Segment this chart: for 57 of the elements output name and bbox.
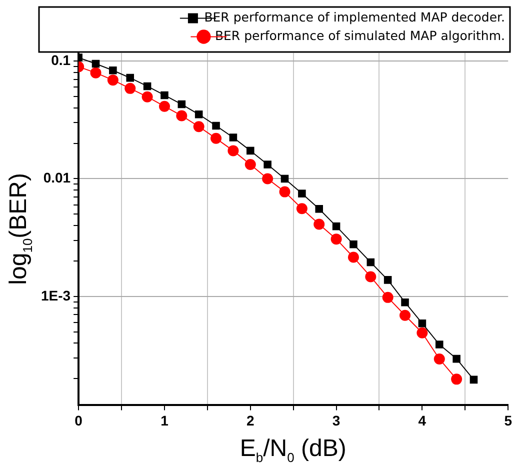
point xyxy=(382,292,394,303)
x-axis-title: E$_{b}$/N$_{0}$ (dB) xyxy=(240,435,346,463)
point xyxy=(366,258,375,266)
point xyxy=(109,66,117,74)
point xyxy=(160,91,168,100)
y-tick-label: 1E-3 xyxy=(40,287,71,304)
point xyxy=(280,174,289,183)
point xyxy=(176,110,188,122)
point xyxy=(435,340,444,348)
point xyxy=(350,240,358,248)
point xyxy=(264,160,272,168)
point xyxy=(401,298,409,306)
point xyxy=(348,252,359,263)
legend-label: BER performance of implemented MAP decoder. xyxy=(204,10,506,24)
point xyxy=(434,353,445,364)
point xyxy=(470,376,478,384)
point xyxy=(298,190,306,198)
legend-label: BER performance of simulated MAP algorithm. xyxy=(214,28,505,43)
point xyxy=(279,186,290,198)
point xyxy=(365,271,376,282)
point xyxy=(332,222,340,230)
x-tick-label: 2 xyxy=(246,412,254,428)
point xyxy=(126,74,134,82)
y-tick-label: 0.01 xyxy=(43,170,71,186)
x-tick-label: 0 xyxy=(74,412,83,428)
x-tick-label: 5 xyxy=(504,412,512,428)
y-tick-label: 0.1 xyxy=(51,52,71,68)
point xyxy=(210,132,222,144)
point xyxy=(418,319,426,328)
point xyxy=(124,82,136,94)
point xyxy=(296,203,308,214)
point xyxy=(330,234,342,245)
point xyxy=(416,327,428,338)
point xyxy=(158,100,170,112)
point xyxy=(246,146,254,155)
point xyxy=(384,276,392,284)
point xyxy=(244,159,256,170)
point xyxy=(452,354,460,363)
point xyxy=(178,100,186,108)
point xyxy=(451,374,462,385)
point xyxy=(193,121,204,132)
point xyxy=(315,205,323,213)
point xyxy=(229,134,238,142)
point xyxy=(194,110,203,118)
x-tick-label: 3 xyxy=(332,412,340,428)
point xyxy=(212,122,220,130)
point xyxy=(92,60,100,68)
point xyxy=(107,74,118,86)
point xyxy=(143,82,152,90)
point xyxy=(400,310,411,321)
point xyxy=(142,91,153,102)
point xyxy=(314,218,325,230)
point xyxy=(228,145,239,156)
x-tick-label: 4 xyxy=(418,412,426,428)
point xyxy=(90,67,102,78)
point xyxy=(262,173,274,184)
x-tick-label: 1 xyxy=(160,412,169,428)
